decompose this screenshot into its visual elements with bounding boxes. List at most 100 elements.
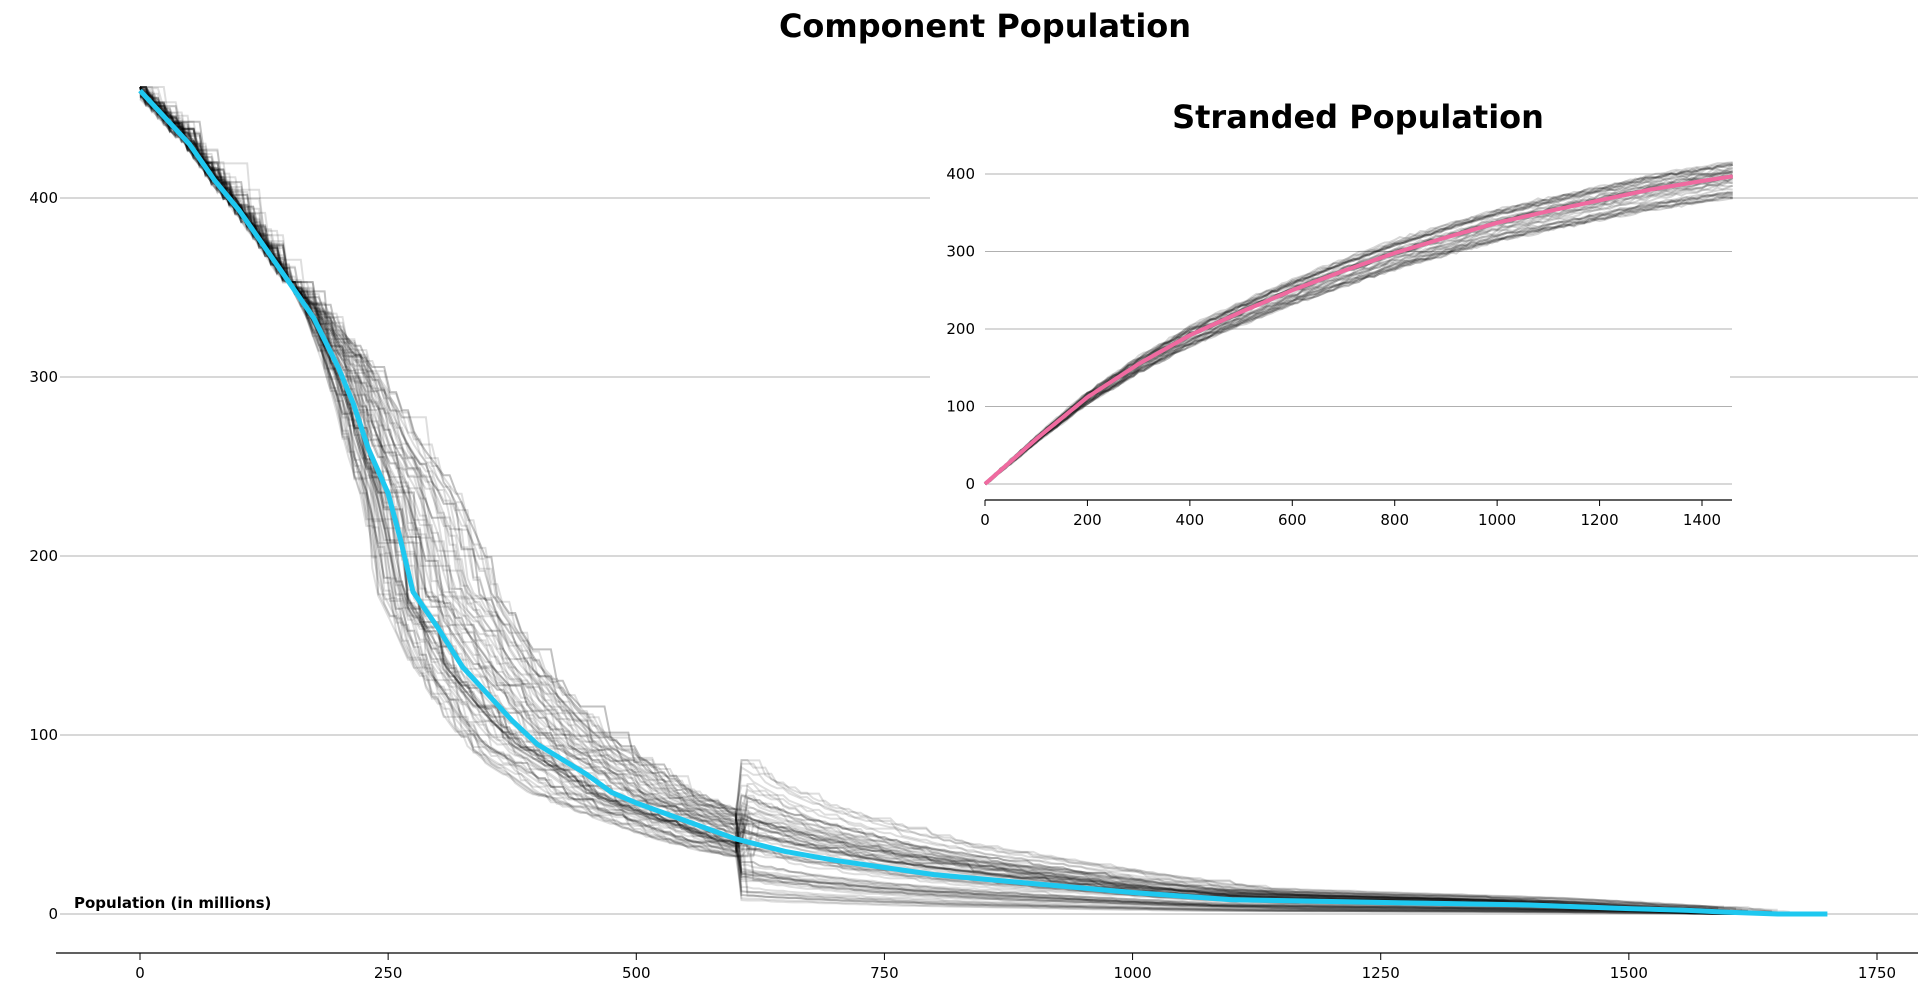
inset-ensemble-line bbox=[984, 169, 1733, 485]
main-x-tick-label: 0 bbox=[135, 964, 145, 982]
main-ensemble-line bbox=[140, 94, 1772, 913]
main-ensemble-line bbox=[139, 86, 1707, 912]
main-ensemble-line bbox=[139, 92, 1725, 914]
main-ensemble-line bbox=[140, 94, 1784, 915]
main-ensemble-line bbox=[139, 86, 1731, 915]
main-ensemble-line bbox=[139, 95, 1778, 914]
inset-x-tick-label: 800 bbox=[1380, 511, 1409, 529]
main-x-tick-label: 1250 bbox=[1362, 964, 1400, 982]
inset-ensemble-line bbox=[984, 164, 1733, 485]
main-ensemble-line bbox=[140, 88, 1748, 915]
inset-ensemble-line bbox=[984, 163, 1734, 484]
main-ensemble-line bbox=[139, 94, 1772, 912]
main-ensemble-line bbox=[139, 96, 1725, 914]
inset-highlight-series bbox=[983, 174, 1734, 486]
main-ensemble-line bbox=[140, 87, 1742, 915]
inset-grid bbox=[985, 173, 1732, 485]
main-ensemble-line bbox=[139, 92, 1778, 915]
main-ensemble-line bbox=[140, 86, 1766, 915]
main-ensemble-line bbox=[139, 86, 1737, 910]
inset-ensemble-line bbox=[984, 195, 1733, 485]
inset-ensemble-line bbox=[984, 194, 1733, 484]
inset-ensemble-line bbox=[984, 177, 1733, 484]
main-y-axis-label: Population (in millions) bbox=[74, 894, 271, 912]
main-ensemble-line bbox=[139, 87, 1772, 915]
main-ensemble-line bbox=[140, 86, 1790, 915]
inset-ensemble-line bbox=[984, 195, 1733, 485]
inset-y-tick-label: 300 bbox=[946, 243, 975, 261]
main-ensemble-line bbox=[140, 90, 1737, 915]
main-ensemble-line bbox=[140, 86, 1778, 914]
main-ensemble-line bbox=[139, 86, 1742, 915]
inset-ensemble-line bbox=[984, 181, 1733, 485]
inset-ensemble-line bbox=[984, 166, 1734, 485]
main-ensemble-lines bbox=[139, 86, 1796, 915]
inset-ensemble-line bbox=[984, 167, 1733, 485]
inset-ensemble-line bbox=[984, 191, 1733, 484]
main-ensemble-line bbox=[139, 98, 1725, 908]
main-ensemble-line bbox=[139, 91, 1760, 915]
main-x-tick-label: 1750 bbox=[1858, 964, 1896, 982]
main-ensemble-line bbox=[140, 91, 1772, 914]
main-y-tick-label: 100 bbox=[29, 726, 58, 744]
inset-ensemble-line bbox=[984, 164, 1733, 485]
main-x-tick-label: 500 bbox=[622, 964, 651, 982]
inset-ensemble-line bbox=[984, 184, 1733, 484]
main-title: Component Population bbox=[779, 7, 1191, 45]
inset-ensemble-line bbox=[984, 191, 1733, 484]
main-ensemble-line bbox=[139, 86, 1760, 915]
main-y-tick-label: 400 bbox=[29, 189, 58, 207]
main-y-tick-label: 0 bbox=[48, 905, 58, 923]
main-highlight-series bbox=[138, 88, 1828, 917]
main-x-tick-label: 1500 bbox=[1610, 964, 1648, 982]
main-ensemble-line bbox=[139, 87, 1760, 915]
main-ensemble-line bbox=[140, 87, 1790, 915]
main-ensemble-line bbox=[140, 93, 1725, 915]
inset-x-tick-label: 0 bbox=[980, 511, 990, 529]
main-ensemble-line bbox=[140, 96, 1766, 914]
inset-y-tick-label: 400 bbox=[946, 165, 975, 183]
main-x-tick-label: 1000 bbox=[1113, 964, 1151, 982]
main-ensemble-line bbox=[139, 86, 1754, 914]
inset-ensemble-line bbox=[984, 191, 1733, 485]
main-ensemble-line bbox=[140, 90, 1713, 915]
main-highlight-line bbox=[138, 88, 1828, 917]
main-ensemble-line bbox=[139, 86, 1719, 909]
main-ensemble-line bbox=[139, 95, 1790, 913]
main-ensemble-line bbox=[139, 86, 1713, 911]
inset-background bbox=[930, 80, 1730, 528]
inset-x-tick-label: 600 bbox=[1278, 511, 1307, 529]
main-ensemble-line bbox=[139, 86, 1713, 911]
main-ensemble-line bbox=[139, 86, 1742, 915]
main-ensemble-line bbox=[139, 86, 1754, 914]
inset-title: Stranded Population bbox=[1172, 98, 1544, 136]
main-ensemble-line bbox=[139, 97, 1778, 915]
main-y-tick-label: 200 bbox=[29, 547, 58, 565]
main-ensemble-line bbox=[139, 87, 1725, 915]
inset-x-tick-label: 1400 bbox=[1683, 511, 1721, 529]
main-ensemble-line bbox=[139, 87, 1772, 915]
main-ensemble-line bbox=[139, 88, 1790, 915]
main-x-tick-label: 750 bbox=[870, 964, 899, 982]
inset-axes: 0 200 400 600 800 1000 1200 1400 0 100 200 300 400 bbox=[946, 165, 1732, 529]
inset-y-tick-label: 0 bbox=[965, 475, 975, 493]
inset-ensemble-line bbox=[984, 197, 1733, 485]
inset-ensemble-line bbox=[984, 193, 1733, 485]
main-ensemble-line bbox=[139, 86, 1784, 915]
inset-x-tick-label: 1000 bbox=[1478, 511, 1516, 529]
inset-ensemble-line bbox=[984, 162, 1733, 484]
main-ensemble-line bbox=[139, 86, 1731, 912]
inset-ensemble-line bbox=[984, 196, 1733, 485]
inset-x-tick-label: 400 bbox=[1176, 511, 1205, 529]
main-ensemble-line bbox=[140, 86, 1754, 914]
main-ensemble-line bbox=[139, 87, 1754, 914]
inset-x-tick-label: 1200 bbox=[1580, 511, 1618, 529]
main-ensemble-line bbox=[139, 86, 1719, 910]
main-ensemble-line bbox=[140, 90, 1707, 910]
inset-ensemble-line bbox=[984, 188, 1733, 484]
main-ensemble-line bbox=[139, 91, 1766, 915]
main-ensemble-line bbox=[139, 91, 1719, 910]
inset-y-tick-label: 100 bbox=[946, 398, 975, 416]
